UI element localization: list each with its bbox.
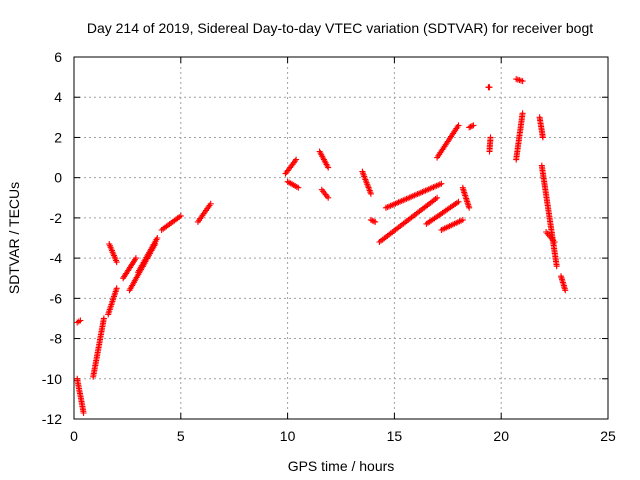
- data-point: [466, 204, 473, 211]
- y-tick-label: 0: [54, 170, 62, 186]
- grid-lines: [74, 57, 608, 419]
- y-axis-label: SDTVAR / TECUs: [6, 182, 22, 294]
- data-point: [77, 317, 84, 324]
- data-point: [369, 217, 376, 224]
- y-tick-label: -8: [50, 331, 63, 347]
- x-axis-label: GPS time / hours: [288, 458, 395, 474]
- y-tick-label: 4: [54, 89, 62, 105]
- x-tick-label: 10: [280, 428, 296, 444]
- data-point: [367, 190, 374, 197]
- data-point: [80, 410, 87, 416]
- data-point: [372, 218, 379, 225]
- data-point: [293, 156, 300, 163]
- data-point: [551, 239, 558, 245]
- y-tick-label: -2: [50, 210, 63, 226]
- data-point: [438, 180, 445, 187]
- data-point: [370, 218, 377, 225]
- data-point: [519, 110, 526, 117]
- data-point: [113, 259, 120, 266]
- data-point: [467, 123, 474, 130]
- y-tick-label: -12: [42, 411, 62, 427]
- data-point: [367, 216, 374, 223]
- x-tick-label: 15: [387, 428, 403, 444]
- data-point: [519, 78, 526, 85]
- data-point: [455, 122, 462, 129]
- y-tick-label: -10: [42, 371, 62, 387]
- data-point: [459, 216, 466, 223]
- data-point: [154, 235, 161, 241]
- y-tick-label: 6: [54, 49, 62, 65]
- data-point: [113, 285, 120, 292]
- data-point: [295, 184, 302, 191]
- x-tick-label: 0: [70, 428, 78, 444]
- data-point: [132, 255, 139, 262]
- data-point: [325, 164, 332, 171]
- y-tick-label: -4: [50, 250, 63, 266]
- data-point: [487, 134, 494, 141]
- data-point: [486, 84, 493, 91]
- plot-area-frame: [73, 56, 609, 420]
- data-points: [74, 76, 569, 416]
- data-point: [207, 200, 214, 207]
- data-point: [100, 315, 107, 322]
- data-point: [455, 198, 462, 205]
- data-point: [470, 122, 477, 129]
- chart-title: Day 214 of 2019, Sidereal Day-to-day VTE…: [87, 20, 593, 36]
- x-tick-label: 25: [600, 428, 616, 444]
- data-point: [553, 263, 560, 270]
- data-point: [539, 134, 546, 141]
- data-point: [466, 124, 473, 131]
- data-point: [562, 287, 569, 294]
- axis-ticks: 0 5 10 15 20 25 -12 -10 -8 -6 -4 -2 0 2 4 6: [42, 49, 616, 444]
- x-tick-label: 5: [177, 428, 185, 444]
- y-tick-label: -6: [50, 290, 63, 306]
- data-point: [434, 194, 441, 201]
- data-point: [469, 123, 475, 129]
- data-point: [325, 194, 332, 201]
- data-point: [177, 212, 184, 219]
- y-tick-label: 2: [54, 129, 62, 145]
- x-tick-label: 20: [493, 428, 509, 444]
